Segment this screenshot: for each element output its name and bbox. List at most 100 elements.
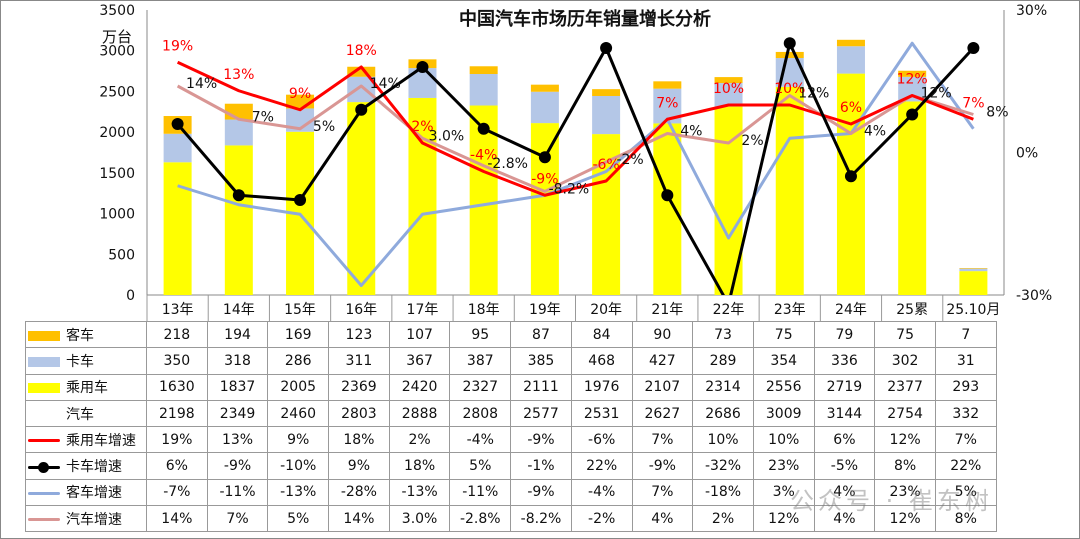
data-label-total-growth: 12% [921,86,952,102]
table-cell: 2314 [692,373,754,401]
row-label: 乘用车 [25,373,147,401]
table-cell: 2% [692,505,754,533]
marker-卡车增速 [355,103,368,116]
marker-卡车增速 [906,108,919,121]
table-cell: 302 [874,347,936,375]
table-cell: 8% [874,452,936,480]
y-tick-label: 0 [126,288,135,304]
marker-卡车增速 [600,42,613,54]
table-cell: 1976 [570,373,633,401]
table-cell: 2% [388,426,451,454]
table-cell: 4% [813,478,876,507]
data-label-passenger-growth: 7% [962,95,984,111]
table-cell: 2460 [267,399,330,428]
table-cell: -9% [206,452,269,480]
table-cell: 2369 [328,373,390,401]
table-cell: -5% [813,452,876,480]
row-label: 卡车增速 [25,452,147,480]
x-tick-label: 16年 [345,302,377,318]
bar-客车 [469,66,498,75]
legend-key [28,518,60,522]
table-cell: 3144 [813,399,876,428]
marker-卡车增速 [294,194,307,206]
table-cell: 79 [813,320,876,349]
line-卡车增速 [176,41,975,295]
table-cell: -13% [388,478,451,507]
table-cell: 6% [813,426,876,454]
data-label-total-growth: 5% [313,119,335,135]
data-table: 客车 218 194 169 123 107 95 87 84 90 73 75 79 75 7 卡车 350 3… [25,320,997,533]
series-name: 乘用车 [66,380,108,397]
table-cell: 2719 [813,373,876,401]
table-cell: 2420 [388,373,451,401]
y-tick-label: 3000 [99,44,135,60]
x-tick-label: 14年 [223,302,255,318]
y-tick-label: 1000 [99,207,135,223]
table-cell: 5% [934,478,997,507]
bar-卡车 [469,74,498,106]
table-cell: 87 [510,320,572,349]
x-tick-label: 17年 [407,302,439,318]
bar-卡车 [592,95,621,135]
bar-客车 [592,89,621,96]
bar-乘用车 [163,162,192,295]
marker-卡车增速 [661,189,674,202]
marker-卡车增速 [477,122,490,135]
table-cell: 7% [934,426,997,454]
table-cell: 18% [328,426,390,454]
table-cell: 4% [631,505,694,533]
x-tick-label: 22年 [713,302,745,318]
bar-乘用车 [836,73,865,296]
table-cell: 7 [934,320,997,349]
table-cell: 387 [449,347,512,375]
table-cell: 468 [570,347,633,375]
row-label: 客车增速 [25,478,147,507]
table-row: 客车 218 194 169 123 107 95 87 84 90 73 75 79 75 7 [25,320,997,349]
table-cell: 107 [388,320,451,349]
table-cell: 14% [328,505,390,533]
table-cell: 23% [874,478,936,507]
legend-key [28,491,60,495]
data-label-passenger-growth: 13% [223,67,254,83]
bar-卡车 [959,268,988,272]
x-tick-label: 23年 [774,302,806,318]
table-cell: -28% [328,478,390,507]
data-label-total-growth: -2% [616,152,643,168]
bar-客车 [224,103,253,120]
table-row: 汽车 2198 2349 2460 2803 2888 2808 2577 2531 2627 26… [25,399,997,428]
table-cell: 22% [570,452,633,480]
bar-客车 [836,39,865,47]
y-tick-label: 2000 [99,125,135,141]
table-cell: 31 [934,347,997,375]
series-name: 卡车 [66,353,94,370]
series-name: 客车 [66,327,94,344]
table-cell: 75 [752,320,815,349]
table-cell: 2803 [328,399,390,428]
table-cell: 332 [934,399,997,428]
table-cell: 2349 [206,399,269,428]
bar-乘用车 [224,145,253,295]
table-row: 客车增速 -7% -11% -13% -28% -13% -11% -9% -4% 7% -18% 3… [25,478,997,507]
table-cell: 22% [934,452,997,480]
table-cell: 1837 [206,373,269,401]
table-cell: 2005 [267,373,330,401]
table-cell: 367 [388,347,451,375]
data-label-total-growth: 4% [680,124,702,140]
bar-乘用车 [347,102,376,296]
table-cell: 4% [813,505,876,533]
table-cell: 123 [328,320,390,349]
y-tick-label: 2500 [99,84,135,100]
row-label: 卡车 [25,347,147,375]
row-label: 客车 [25,320,147,349]
series-name: 汽车增速 [66,511,122,528]
table-row: 乘用车增速 19% 13% 9% 18% 2% -4% -9% -6% 7% 10% 10% 6% 12%… [25,426,997,454]
table-cell: 12% [874,426,936,454]
y-tick-label: 1500 [99,166,135,182]
data-label-total-growth: 8% [986,105,1008,121]
table-cell: -6% [570,426,633,454]
bar-卡车 [714,83,743,107]
row-label: 汽车 [25,399,147,428]
row-label: 乘用车增速 [25,426,147,454]
data-label-total-growth: 2% [741,133,763,149]
table-cell: 2888 [388,399,451,428]
